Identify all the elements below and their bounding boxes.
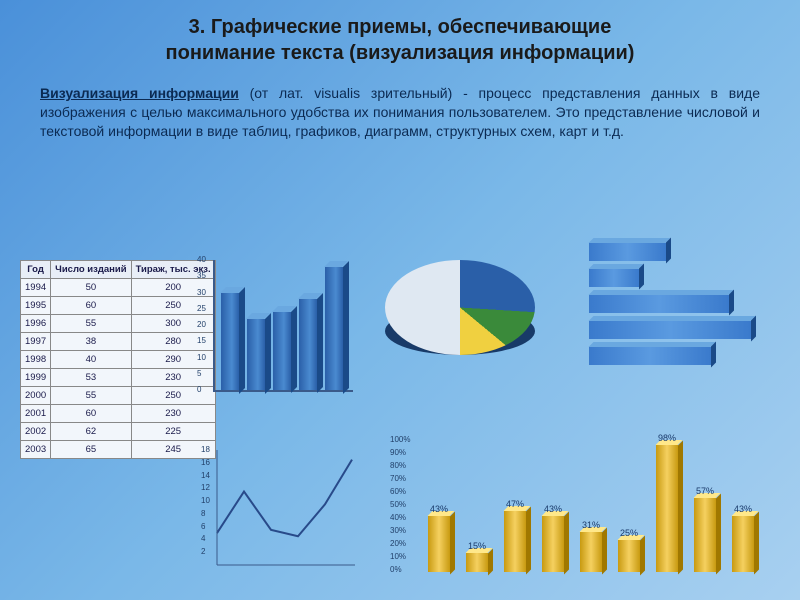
table-cell: 2000 — [21, 387, 51, 405]
table-cell: 60 — [51, 405, 131, 423]
hbar — [589, 269, 639, 287]
table-cell: 2001 — [21, 405, 51, 423]
pct-bar-label: 57% — [696, 486, 714, 496]
pct-bar-label: 43% — [734, 504, 752, 514]
table-cell: 2002 — [21, 423, 51, 441]
line-chart-ytick: 6 — [201, 522, 205, 531]
bar — [325, 267, 343, 391]
title-line-2: понимание текста (визуализация информаци… — [166, 42, 635, 64]
pct-bar — [656, 445, 678, 572]
line-chart-ytick: 18 — [201, 445, 210, 454]
table-cell: 40 — [51, 351, 131, 369]
pct-bar — [542, 516, 564, 572]
pct-bar — [580, 532, 602, 572]
bar-chart-ytick: 30 — [197, 288, 206, 297]
table-cell: 1996 — [21, 315, 51, 333]
bar-chart-ytick: 10 — [197, 353, 206, 362]
line-chart-svg — [195, 435, 360, 580]
table-cell: 60 — [51, 297, 131, 315]
table-cell: 2003 — [21, 441, 51, 459]
pct-bar — [466, 553, 488, 573]
table-cell: 55 — [51, 315, 131, 333]
slide-title: 3. Графические приемы, обеспечивающие по… — [0, 0, 800, 74]
pct-bar-label: 15% — [468, 541, 486, 551]
table-cell: 1994 — [21, 279, 51, 297]
charts-area: ГодЧисло изданийТираж, тыс. экз. 1994502… — [0, 230, 800, 600]
pct-chart-ytick: 80% — [390, 461, 406, 470]
pct-bar — [504, 511, 526, 572]
pie-face — [385, 260, 535, 355]
table-cell: 50 — [51, 279, 131, 297]
bar-chart-ytick: 0 — [197, 385, 201, 394]
bar — [299, 299, 317, 390]
hbar — [589, 243, 666, 261]
bar-chart-x-axis — [213, 390, 353, 392]
table-header: Число изданий — [51, 261, 131, 279]
table-cell: 62 — [51, 423, 131, 441]
pct-chart-ytick: 0% — [390, 565, 402, 574]
bar — [247, 319, 265, 391]
percentage-bar-chart: 0% 10% 20% 30% 40% 50% 60% 70% 80% 90% 100% 43% 15%… — [390, 420, 780, 590]
table-cell: 1998 — [21, 351, 51, 369]
data-table: ГодЧисло изданийТираж, тыс. экз. 1994502… — [20, 260, 216, 459]
bar-chart-ytick: 15 — [197, 336, 206, 345]
pct-bar-label: 98% — [658, 433, 676, 443]
pie-chart — [375, 245, 545, 385]
pct-bar — [428, 516, 450, 572]
vertical-bar-chart: 0 5 10 15 20 25 30 35 40 — [195, 240, 355, 410]
horizontal-bar-chart — [575, 235, 775, 375]
bar-chart-y-axis — [213, 260, 215, 390]
bar-chart-ytick: 20 — [197, 320, 206, 329]
bar-chart-ytick: 35 — [197, 271, 206, 280]
definition-paragraph: Визуализация информации (от лат. visuali… — [0, 74, 800, 147]
title-line-1: 3. Графические приемы, обеспечивающие — [189, 16, 612, 38]
line-chart-ytick: 10 — [201, 496, 210, 505]
line-chart-ytick: 2 — [201, 547, 205, 556]
pct-bar — [618, 540, 640, 573]
pct-chart-ytick: 40% — [390, 513, 406, 522]
bar-chart-ytick: 40 — [197, 255, 206, 264]
pct-chart-ytick: 50% — [390, 500, 406, 509]
pct-bar-label: 43% — [544, 504, 562, 514]
pct-chart-ytick: 20% — [390, 539, 406, 548]
pct-chart-ytick: 60% — [390, 487, 406, 496]
table-cell: 53 — [51, 369, 131, 387]
definition-term: Визуализация информации — [40, 85, 239, 101]
table-header: Год — [21, 261, 51, 279]
table-cell: 1997 — [21, 333, 51, 351]
table-cell: 1995 — [21, 297, 51, 315]
pct-bar-label: 47% — [506, 499, 524, 509]
pct-bar-label: 31% — [582, 520, 600, 530]
pct-bar — [694, 498, 716, 572]
line-chart-ytick: 14 — [201, 471, 210, 480]
table-cell: 65 — [51, 441, 131, 459]
table-cell: 38 — [51, 333, 131, 351]
pct-bar — [732, 516, 754, 572]
line-chart-ytick: 12 — [201, 483, 210, 492]
line-series — [217, 460, 352, 537]
table-cell: 55 — [51, 387, 131, 405]
pct-chart-ytick: 30% — [390, 526, 406, 535]
table-cell: 1999 — [21, 369, 51, 387]
pct-chart-ytick: 100% — [390, 435, 410, 444]
bar — [221, 293, 239, 391]
pct-bar-label: 43% — [430, 504, 448, 514]
line-chart-ytick: 16 — [201, 458, 210, 467]
pct-chart-ytick: 90% — [390, 448, 406, 457]
bar-chart-ytick: 5 — [197, 369, 201, 378]
bar — [273, 312, 291, 390]
hbar — [589, 321, 751, 339]
line-chart: 2 4 6 8 10 12 14 16 18 — [195, 435, 360, 580]
bar-chart-ytick: 25 — [197, 304, 206, 313]
line-chart-ytick: 8 — [201, 509, 205, 518]
pct-chart-ytick: 10% — [390, 552, 406, 561]
pct-bar-label: 25% — [620, 528, 638, 538]
pct-chart-ytick: 70% — [390, 474, 406, 483]
line-chart-ytick: 4 — [201, 534, 205, 543]
hbar — [589, 347, 711, 365]
hbar — [589, 295, 729, 313]
